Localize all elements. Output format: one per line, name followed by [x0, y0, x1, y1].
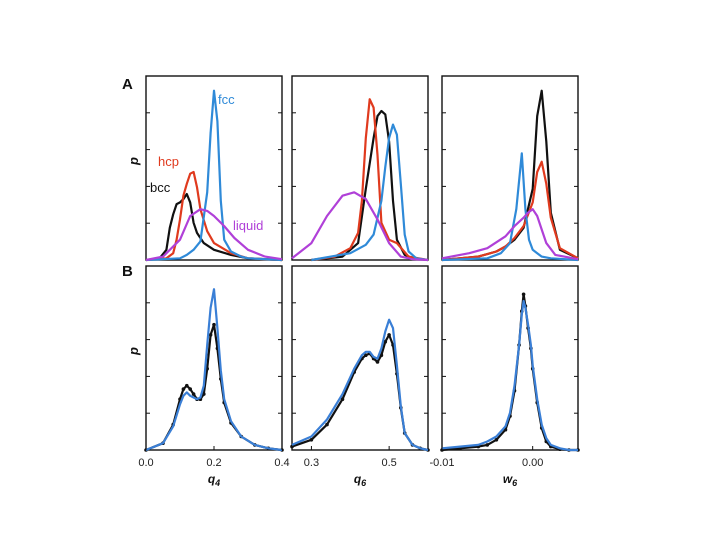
- plot-frame-row_B-1: [291, 265, 429, 451]
- plot-frame-row_A-0: [145, 75, 283, 261]
- data-point: [325, 422, 329, 427]
- y-axis-label-row-b: p: [126, 347, 141, 356]
- data-point: [521, 292, 526, 297]
- data-point: [383, 339, 388, 344]
- x-axis-title-0: q4: [208, 472, 220, 488]
- series-line-row_B-0-model: [145, 288, 283, 452]
- data-point: [188, 387, 192, 391]
- legend-label-hcp: hcp: [158, 154, 179, 169]
- data-point: [202, 392, 206, 396]
- x-tick-label: 0.5: [381, 457, 396, 469]
- series-line-row_B-2-simulation: [441, 293, 578, 452]
- plot-frame-row_A-2: [441, 75, 579, 261]
- data-point: [208, 333, 213, 337]
- data-point: [185, 383, 189, 388]
- data-point: [191, 392, 196, 396]
- series-line-row_A-1-bcc: [311, 109, 429, 262]
- series-line-row_A-2-bcc: [441, 89, 579, 262]
- x-tick-label: -0.01: [429, 457, 454, 469]
- x-tick-label: 0.2: [206, 457, 221, 469]
- series-line-row_A-1-fcc: [311, 123, 429, 262]
- legend-label-liquid: liquid: [233, 218, 263, 233]
- series-line-row_B-1-simulation: [291, 333, 429, 452]
- x-tick-label: 0.3: [304, 457, 319, 469]
- data-point: [340, 397, 345, 402]
- series-line-row_B-2-model: [441, 299, 578, 452]
- series-line-row_A-2-liquid: [441, 208, 579, 261]
- series-line-row_A-0-bcc: [145, 192, 283, 262]
- y-axis-label-row-a: p: [126, 157, 141, 166]
- panel-label-a: A: [122, 76, 133, 93]
- series-line-row_A-0-fcc: [145, 89, 283, 262]
- series-line-row_A-2-hcp: [441, 160, 579, 262]
- x-tick-label: 0.0: [138, 457, 153, 469]
- data-point: [309, 438, 314, 442]
- data-point: [387, 333, 391, 337]
- x-axis-title-2: w6: [503, 472, 518, 488]
- series-line-row_B-0-simulation: [145, 323, 283, 452]
- panel-label-b: B: [122, 263, 133, 280]
- data-point: [485, 443, 490, 447]
- series-line-row_A-0-hcp: [145, 170, 283, 262]
- series-line-row_B-1-model: [291, 318, 429, 452]
- x-tick-label: 0.00: [522, 457, 543, 469]
- plot-frame-row_A-1: [291, 75, 429, 261]
- data-point: [212, 322, 216, 327]
- data-point: [379, 353, 384, 358]
- data-point: [494, 438, 499, 442]
- data-point: [181, 387, 186, 391]
- legend-label-fcc: fcc: [218, 92, 235, 107]
- series-line-row_A-1-hcp: [311, 98, 429, 262]
- series-line-row_A-2-fcc: [441, 152, 579, 262]
- data-point: [364, 353, 368, 358]
- x-tick-label: 0.4: [274, 457, 289, 469]
- x-axis-title-1: q6: [354, 472, 367, 488]
- plot-frame-row_B-2: [441, 265, 579, 451]
- series-line-row_A-1-liquid: [291, 191, 429, 262]
- legend-label-bcc: bcc: [150, 180, 171, 195]
- series-line-row_A-0-liquid: [145, 208, 283, 262]
- data-point: [375, 360, 380, 364]
